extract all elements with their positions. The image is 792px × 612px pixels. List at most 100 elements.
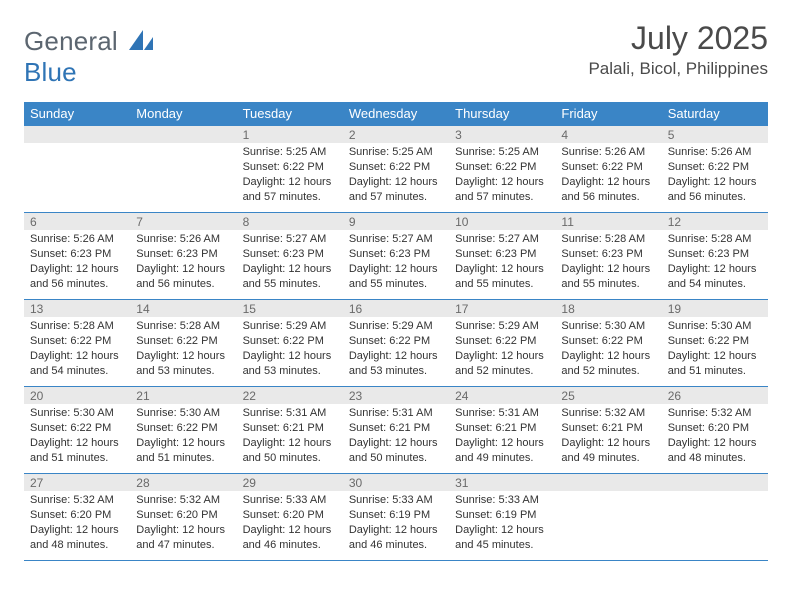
sunset-line: Sunset: 6:22 PM: [349, 334, 445, 349]
sunset-line: Sunset: 6:22 PM: [243, 160, 339, 175]
sunrise-line: Sunrise: 5:29 AM: [455, 319, 551, 334]
daynum-band: 3: [449, 126, 555, 143]
page-header: General Blue July 2025 Palali, Bicol, Ph…: [24, 20, 768, 88]
daylight-line: Daylight: 12 hours and 52 minutes.: [561, 349, 657, 379]
calendar-cell: 4Sunrise: 5:26 AMSunset: 6:22 PMDaylight…: [555, 126, 661, 212]
cell-body: Sunrise: 5:28 AMSunset: 6:23 PMDaylight:…: [555, 230, 661, 295]
calendar-cell: 25Sunrise: 5:32 AMSunset: 6:21 PMDayligh…: [555, 387, 661, 473]
cell-body: [662, 491, 768, 497]
calendar-cell: 13Sunrise: 5:28 AMSunset: 6:22 PMDayligh…: [24, 300, 130, 386]
daynum-band: 1: [237, 126, 343, 143]
daynum-band: 25: [555, 387, 661, 404]
sunrise-line: Sunrise: 5:26 AM: [561, 145, 657, 160]
calendar-cell: 14Sunrise: 5:28 AMSunset: 6:22 PMDayligh…: [130, 300, 236, 386]
day-number: 4: [555, 128, 568, 142]
daylight-line: Daylight: 12 hours and 55 minutes.: [349, 262, 445, 292]
cell-body: Sunrise: 5:28 AMSunset: 6:22 PMDaylight:…: [24, 317, 130, 382]
calendar-cell: 15Sunrise: 5:29 AMSunset: 6:22 PMDayligh…: [237, 300, 343, 386]
weekday-header-row: SundayMondayTuesdayWednesdayThursdayFrid…: [24, 102, 768, 126]
calendar-cell: 5Sunrise: 5:26 AMSunset: 6:22 PMDaylight…: [662, 126, 768, 212]
sunset-line: Sunset: 6:19 PM: [349, 508, 445, 523]
sunset-line: Sunset: 6:20 PM: [30, 508, 126, 523]
daynum-band: 18: [555, 300, 661, 317]
daynum-band: 13: [24, 300, 130, 317]
sunrise-line: Sunrise: 5:28 AM: [561, 232, 657, 247]
day-number: 14: [130, 302, 149, 316]
cell-body: Sunrise: 5:32 AMSunset: 6:21 PMDaylight:…: [555, 404, 661, 469]
daylight-line: Daylight: 12 hours and 46 minutes.: [349, 523, 445, 553]
weekday-header: Tuesday: [237, 102, 343, 126]
daynum-band: 2: [343, 126, 449, 143]
day-number: 20: [24, 389, 43, 403]
daylight-line: Daylight: 12 hours and 57 minutes.: [455, 175, 551, 205]
sunrise-line: Sunrise: 5:28 AM: [136, 319, 232, 334]
calendar-cell: 8Sunrise: 5:27 AMSunset: 6:23 PMDaylight…: [237, 213, 343, 299]
cell-body: Sunrise: 5:27 AMSunset: 6:23 PMDaylight:…: [449, 230, 555, 295]
sunset-line: Sunset: 6:23 PM: [30, 247, 126, 262]
daylight-line: Daylight: 12 hours and 53 minutes.: [243, 349, 339, 379]
sunset-line: Sunset: 6:22 PM: [136, 334, 232, 349]
sunrise-line: Sunrise: 5:31 AM: [455, 406, 551, 421]
sunrise-line: Sunrise: 5:27 AM: [349, 232, 445, 247]
cell-body: Sunrise: 5:33 AMSunset: 6:20 PMDaylight:…: [237, 491, 343, 556]
sunset-line: Sunset: 6:21 PM: [455, 421, 551, 436]
calendar-cell: [662, 474, 768, 560]
sunrise-line: Sunrise: 5:29 AM: [349, 319, 445, 334]
calendar-cell: 28Sunrise: 5:32 AMSunset: 6:20 PMDayligh…: [130, 474, 236, 560]
daylight-line: Daylight: 12 hours and 45 minutes.: [455, 523, 551, 553]
calendar-cell: 3Sunrise: 5:25 AMSunset: 6:22 PMDaylight…: [449, 126, 555, 212]
calendar-week: 27Sunrise: 5:32 AMSunset: 6:20 PMDayligh…: [24, 474, 768, 561]
weekday-header: Wednesday: [343, 102, 449, 126]
day-number: 26: [662, 389, 681, 403]
calendar-week: 20Sunrise: 5:30 AMSunset: 6:22 PMDayligh…: [24, 387, 768, 474]
sunrise-line: Sunrise: 5:31 AM: [243, 406, 339, 421]
daylight-line: Daylight: 12 hours and 57 minutes.: [349, 175, 445, 205]
daynum-band: 12: [662, 213, 768, 230]
daylight-line: Daylight: 12 hours and 53 minutes.: [349, 349, 445, 379]
daynum-band: 28: [130, 474, 236, 491]
calendar-cell: 6Sunrise: 5:26 AMSunset: 6:23 PMDaylight…: [24, 213, 130, 299]
sunset-line: Sunset: 6:23 PM: [668, 247, 764, 262]
daynum-band: 14: [130, 300, 236, 317]
cell-body: Sunrise: 5:30 AMSunset: 6:22 PMDaylight:…: [662, 317, 768, 382]
day-number: 18: [555, 302, 574, 316]
calendar-cell: [130, 126, 236, 212]
sunset-line: Sunset: 6:20 PM: [243, 508, 339, 523]
sunset-line: Sunset: 6:23 PM: [136, 247, 232, 262]
daynum-band: 11: [555, 213, 661, 230]
sunrise-line: Sunrise: 5:25 AM: [243, 145, 339, 160]
sunrise-line: Sunrise: 5:28 AM: [30, 319, 126, 334]
day-number: 5: [662, 128, 675, 142]
day-number: 23: [343, 389, 362, 403]
cell-body: [24, 143, 130, 149]
daynum-band: 31: [449, 474, 555, 491]
sunset-line: Sunset: 6:22 PM: [243, 334, 339, 349]
cell-body: Sunrise: 5:26 AMSunset: 6:23 PMDaylight:…: [130, 230, 236, 295]
daynum-band: 27: [24, 474, 130, 491]
weekday-header: Sunday: [24, 102, 130, 126]
calendar-cell: 19Sunrise: 5:30 AMSunset: 6:22 PMDayligh…: [662, 300, 768, 386]
cell-body: Sunrise: 5:26 AMSunset: 6:22 PMDaylight:…: [555, 143, 661, 208]
daylight-line: Daylight: 12 hours and 56 minutes.: [30, 262, 126, 292]
sunrise-line: Sunrise: 5:29 AM: [243, 319, 339, 334]
cell-body: Sunrise: 5:33 AMSunset: 6:19 PMDaylight:…: [449, 491, 555, 556]
sunrise-line: Sunrise: 5:33 AM: [349, 493, 445, 508]
sunrise-line: Sunrise: 5:26 AM: [136, 232, 232, 247]
sunrise-line: Sunrise: 5:33 AM: [243, 493, 339, 508]
sunset-line: Sunset: 6:22 PM: [668, 334, 764, 349]
daylight-line: Daylight: 12 hours and 57 minutes.: [243, 175, 339, 205]
sunset-line: Sunset: 6:21 PM: [349, 421, 445, 436]
daynum-band: 17: [449, 300, 555, 317]
daynum-band: 22: [237, 387, 343, 404]
daylight-line: Daylight: 12 hours and 51 minutes.: [30, 436, 126, 466]
sunset-line: Sunset: 6:20 PM: [668, 421, 764, 436]
calendar-cell: [24, 126, 130, 212]
calendar-cell: 31Sunrise: 5:33 AMSunset: 6:19 PMDayligh…: [449, 474, 555, 560]
sunrise-line: Sunrise: 5:25 AM: [455, 145, 551, 160]
cell-body: Sunrise: 5:31 AMSunset: 6:21 PMDaylight:…: [449, 404, 555, 469]
sunset-line: Sunset: 6:23 PM: [243, 247, 339, 262]
day-number: 13: [24, 302, 43, 316]
sunrise-line: Sunrise: 5:32 AM: [561, 406, 657, 421]
calendar-body: 1Sunrise: 5:25 AMSunset: 6:22 PMDaylight…: [24, 126, 768, 561]
title-block: July 2025 Palali, Bicol, Philippines: [588, 20, 768, 79]
